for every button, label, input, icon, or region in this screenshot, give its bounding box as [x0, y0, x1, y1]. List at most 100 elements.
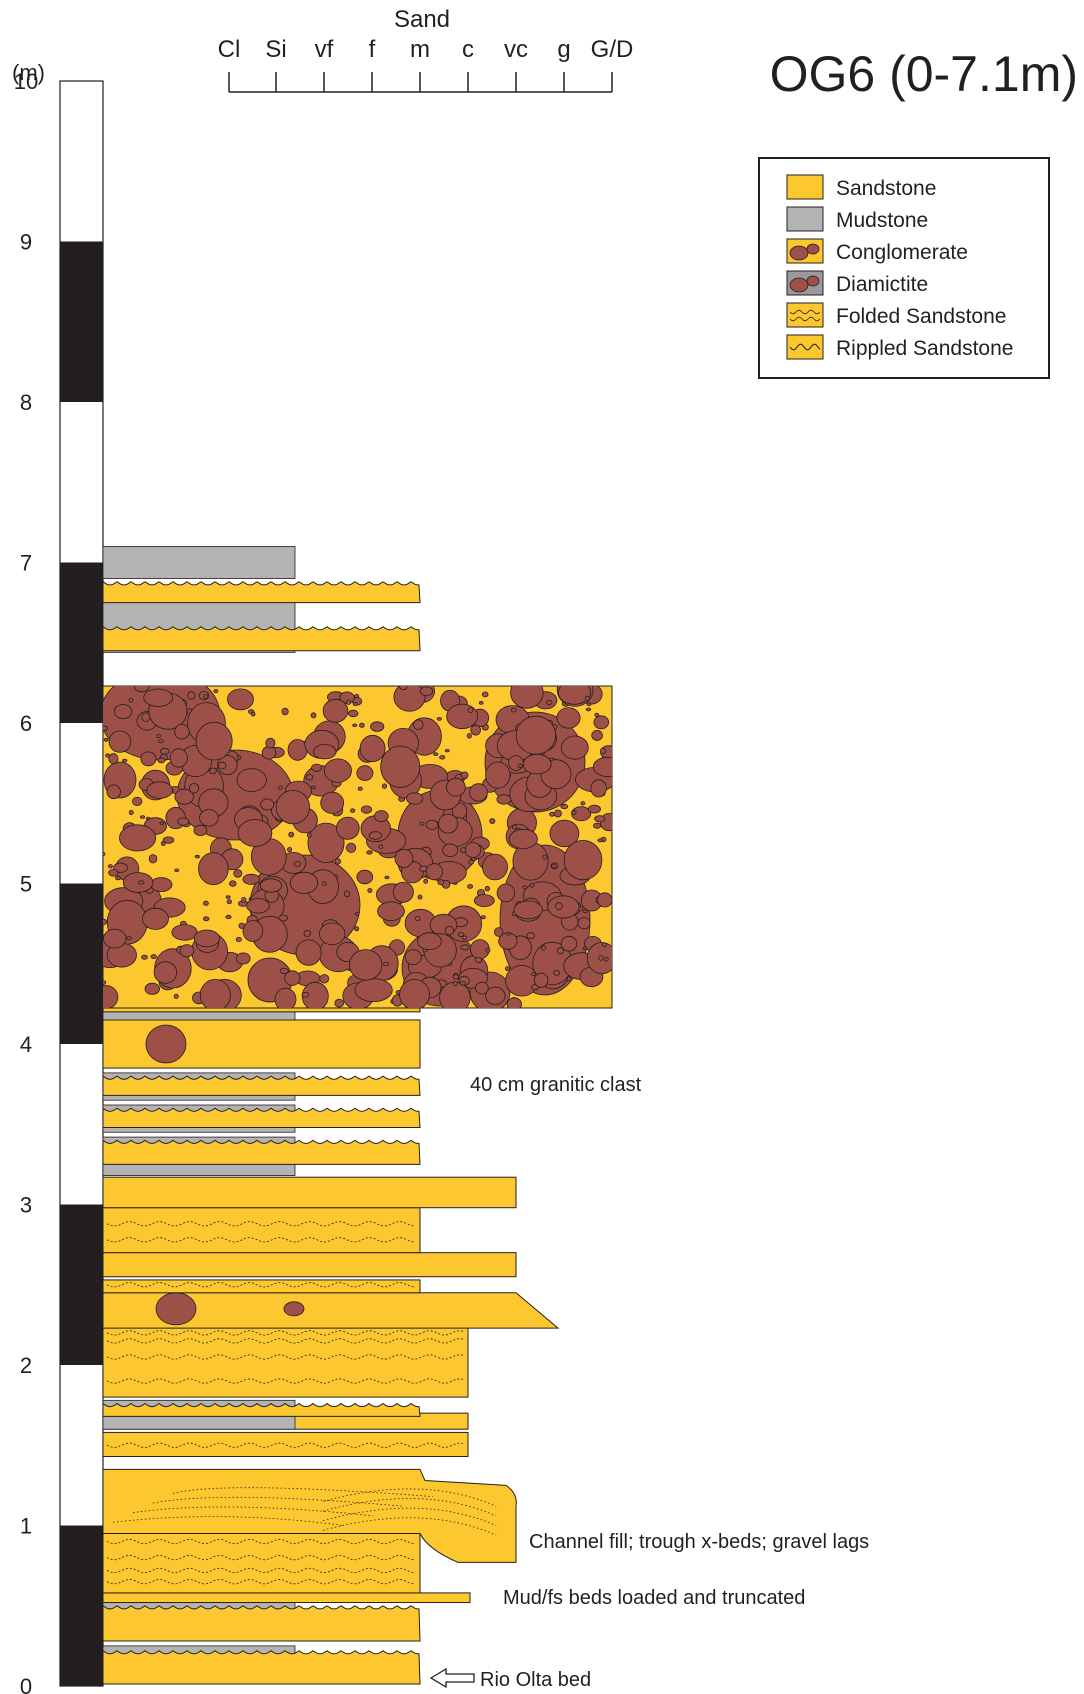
- conglomerate-clast: [187, 691, 196, 700]
- grain-size-label: g: [557, 36, 570, 63]
- conglomerate-clast: [235, 952, 251, 965]
- conglomerate-clast: [354, 911, 360, 916]
- conglomerate-clast: [148, 854, 158, 864]
- conglomerate-clast: [417, 894, 423, 900]
- conglomerate-clast: [121, 758, 128, 763]
- legend-swatch: [786, 302, 824, 328]
- conglomerate-clast: [438, 813, 459, 834]
- conglomerate-clast: [485, 761, 511, 789]
- conglomerate-clast: [540, 945, 547, 951]
- conglomerate-clast: [198, 852, 229, 886]
- legend-swatch: [786, 206, 824, 232]
- legend-item-label: Sandstone: [836, 177, 936, 200]
- conglomerate-clast: [591, 730, 603, 741]
- conglomerate-clast: [412, 719, 424, 730]
- fold-line: [106, 1282, 416, 1288]
- meter-bar-segment: [60, 241, 103, 402]
- rippled-sandstone-bed: [102, 625, 421, 652]
- conglomerate-clast: [241, 897, 247, 903]
- conglomerate-clast: [193, 824, 208, 837]
- grain-size-label: Cl: [218, 36, 241, 63]
- conglomerate-clast: [310, 712, 317, 719]
- conglomerate-clast: [259, 878, 282, 893]
- meter-bar: [59, 80, 104, 1687]
- folded-sandstone-bed: [102, 1207, 421, 1254]
- cross-bed-line: [322, 1488, 497, 1507]
- conglomerate-clast: [585, 707, 592, 712]
- conglomerate-clast: [279, 967, 289, 974]
- conglomerate-clast: [335, 816, 360, 840]
- conglomerate-bed: [102, 685, 613, 1009]
- rio-olta-arrow-icon: [429, 1667, 475, 1689]
- depth-tick-label: 9: [20, 230, 32, 255]
- channel-fill-bed: [102, 1468, 517, 1563]
- conglomerate-clast: [542, 854, 548, 860]
- conglomerate-clast: [103, 725, 108, 732]
- conglomerate-clast: [366, 850, 373, 855]
- conglomerate-clast: [242, 920, 264, 942]
- conglomerate-clast: [242, 873, 260, 885]
- conglomerate-clast: [505, 965, 539, 997]
- conglomerate-clast: [415, 915, 421, 922]
- conglomerate-clast: [293, 861, 301, 867]
- conglomerate-clast: [485, 948, 491, 953]
- conglomerate-clast: [218, 761, 227, 770]
- conglomerate-clast: [600, 747, 607, 755]
- conglomerate-clast: [506, 932, 512, 936]
- cross-bed-line: [132, 1506, 374, 1517]
- conglomerate-clast: [142, 907, 169, 930]
- meter-bar-segment: [60, 1204, 103, 1365]
- conglomerate-clast: [199, 979, 231, 1008]
- sandstone-bed: [102, 1324, 469, 1398]
- conglomerate-clast: [560, 803, 569, 810]
- conglomerate-clast: [580, 801, 586, 806]
- legend-clast-icon: [806, 243, 820, 255]
- conglomerate-clast: [489, 818, 496, 824]
- grain-size-label: G/D: [591, 36, 634, 63]
- conglomerate-clast: [474, 957, 483, 964]
- conglomerate-clast: [108, 753, 119, 765]
- conglomerate-clast: [203, 694, 209, 699]
- conglomerate-clast: [195, 721, 233, 761]
- conglomerate-clast: [229, 880, 237, 887]
- conglomerate-clast: [436, 717, 442, 721]
- legend-swatch: [786, 334, 824, 360]
- conglomerate-clast: [485, 986, 506, 1005]
- conglomerate-clast: [146, 781, 173, 799]
- conglomerate-clast: [360, 805, 373, 814]
- conglomerate-clast: [378, 844, 384, 849]
- conglomerate-clast: [587, 804, 601, 814]
- meter-bar-segment: [60, 562, 103, 723]
- conglomerate-clast: [225, 895, 231, 899]
- conglomerate-clast: [334, 998, 345, 1008]
- conglomerate-clast: [174, 724, 190, 740]
- conglomerate-clast: [380, 745, 421, 788]
- depth-tick-label: 4: [20, 1032, 32, 1057]
- conglomerate-clast: [460, 847, 467, 854]
- conglomerate-clast: [582, 946, 588, 951]
- conglomerate-clast: [419, 686, 434, 697]
- conglomerate-clast: [457, 932, 465, 938]
- conglomerate-clast: [555, 902, 563, 910]
- conglomerate-clast: [103, 985, 119, 1008]
- conglomerate-clast: [482, 853, 508, 881]
- grain-size-label: c: [462, 36, 474, 63]
- conglomerate-clast: [590, 779, 607, 798]
- legend-swatch: [786, 174, 824, 200]
- conglomerate-clast: [179, 944, 195, 958]
- conglomerate-clast: [334, 858, 341, 865]
- conglomerate-clast: [108, 730, 132, 753]
- conglomerate-clast: [582, 909, 588, 914]
- conglomerate-clast: [153, 961, 178, 984]
- conglomerate-clast: [275, 789, 310, 825]
- conglomerate-clast: [226, 899, 232, 905]
- conglomerate-clast: [345, 842, 357, 853]
- sandstone-bed: [102, 1252, 517, 1278]
- conglomerate-clast: [217, 755, 238, 776]
- conglomerate-clast: [460, 944, 470, 951]
- legend-item-mudstone: Mudstone: [786, 206, 928, 232]
- conglomerate-clast: [586, 702, 592, 707]
- conglomerate-clast: [305, 774, 314, 781]
- conglomerate-clast: [160, 747, 170, 755]
- conglomerate-clast: [122, 872, 154, 893]
